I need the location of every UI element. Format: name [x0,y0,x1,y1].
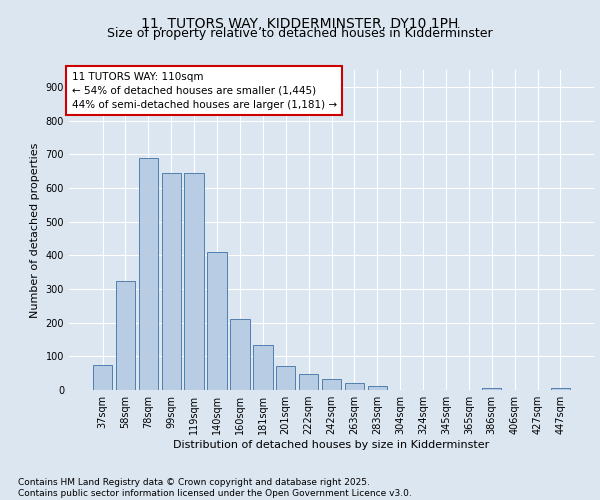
X-axis label: Distribution of detached houses by size in Kidderminster: Distribution of detached houses by size … [173,440,490,450]
Text: 11 TUTORS WAY: 110sqm
← 54% of detached houses are smaller (1,445)
44% of semi-d: 11 TUTORS WAY: 110sqm ← 54% of detached … [71,72,337,110]
Bar [93,364,112,390]
Y-axis label: Number of detached properties: Number of detached properties [30,142,40,318]
Bar [161,172,181,390]
Text: 11, TUTORS WAY, KIDDERMINSTER, DY10 1PH: 11, TUTORS WAY, KIDDERMINSTER, DY10 1PH [142,18,458,32]
Bar [208,252,227,390]
Bar [551,388,570,390]
Bar [116,281,135,390]
Text: Size of property relative to detached houses in Kidderminster: Size of property relative to detached ho… [107,28,493,40]
Bar [368,386,387,390]
Bar [299,374,319,390]
Bar [344,382,364,390]
Bar [253,344,272,390]
Bar [139,158,158,390]
Bar [184,172,204,390]
Bar [482,388,502,390]
Bar [230,320,250,390]
Text: Contains HM Land Registry data © Crown copyright and database right 2025.
Contai: Contains HM Land Registry data © Crown c… [18,478,412,498]
Bar [322,379,341,390]
Bar [276,366,295,390]
